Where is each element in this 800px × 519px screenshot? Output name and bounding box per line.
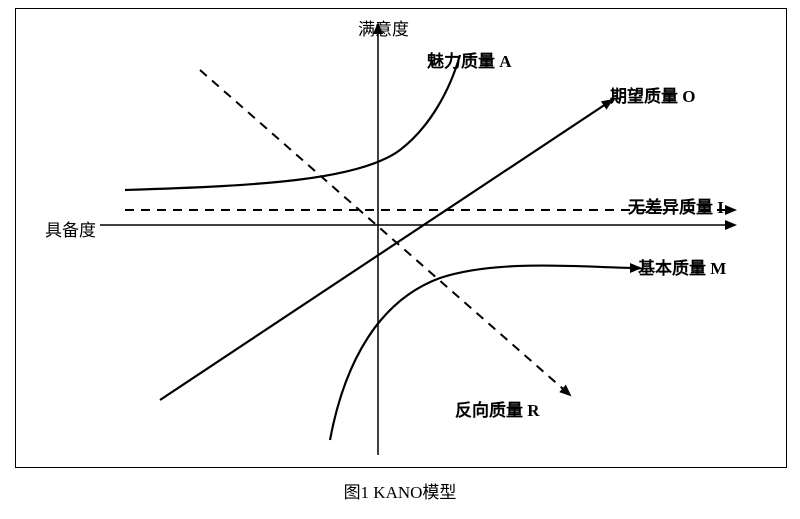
x-axis-label: 具备度 [45,216,96,241]
kano-figure: 满意度 具备度 魅力质量 A 期望质量 O 无差异质量 I 基本质量 M 反向质… [0,0,800,519]
label-reverse-r: 反向质量 R [455,396,540,421]
label-one-dimensional-o: 期望质量 O [610,82,695,107]
curve-reverse-r [200,70,570,395]
y-axis-label: 满意度 [358,15,409,40]
curve-one-dimensional-o [160,100,612,400]
curve-attractive-a [125,55,460,190]
label-must-be-m: 基本质量 M [638,254,726,279]
figure-caption: 图1 KANO模型 [0,478,800,503]
label-indifferent-i: 无差异质量 I [628,193,724,218]
label-attractive-a: 魅力质量 A [427,47,512,72]
